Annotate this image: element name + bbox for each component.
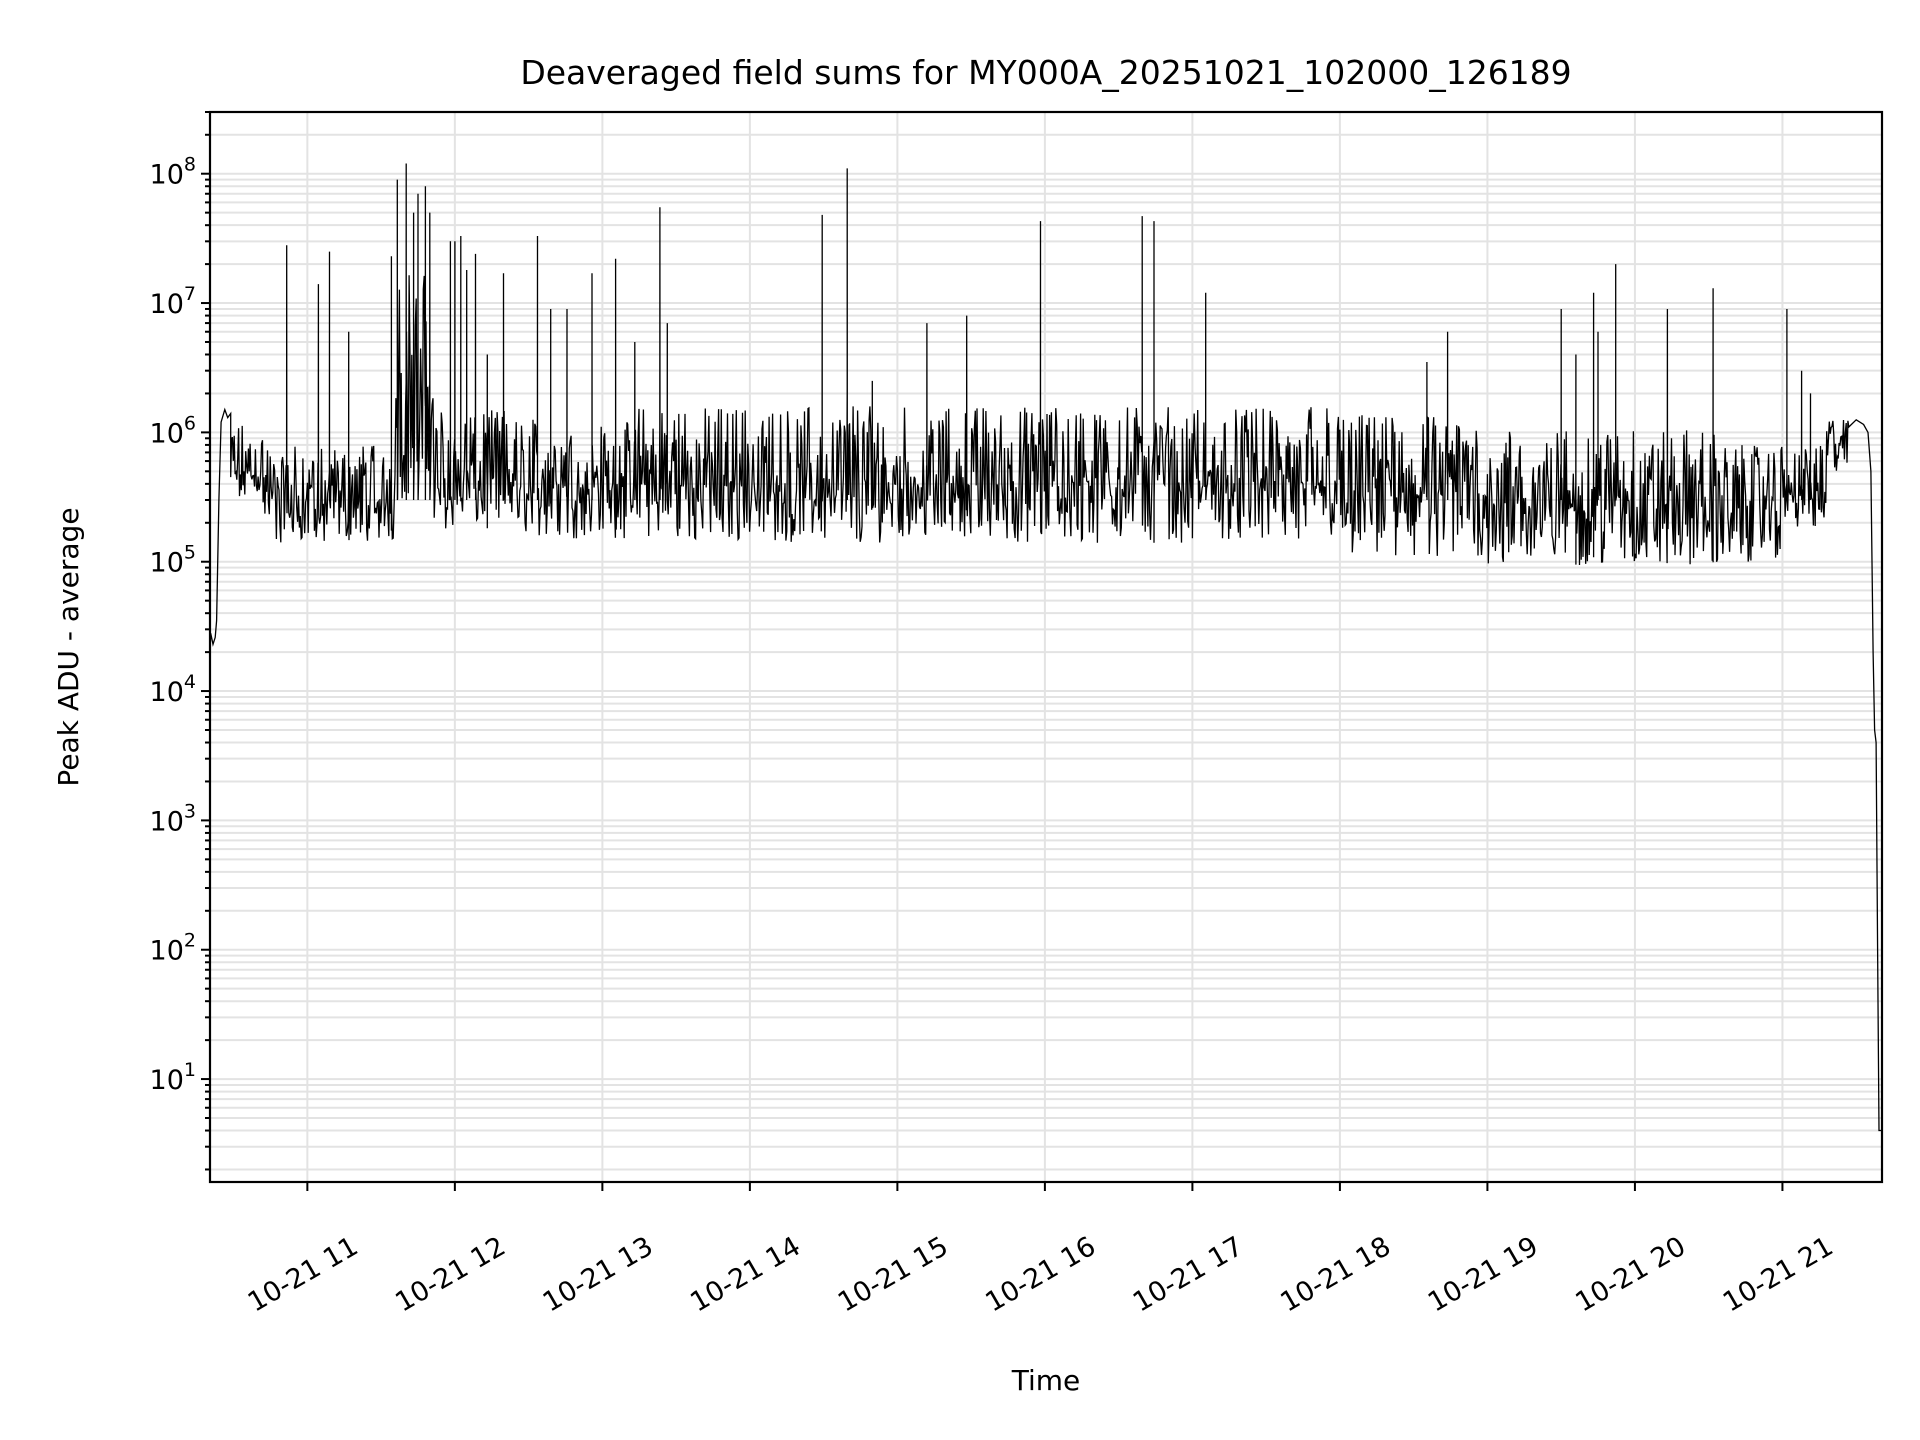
y-tick-base: 10 bbox=[150, 806, 184, 837]
x-tick-label: 10-21 11 bbox=[243, 1231, 364, 1319]
axes-frame bbox=[208, 110, 1884, 1184]
y-tick-exponent: 4 bbox=[184, 671, 196, 693]
y-tick-exponent: 6 bbox=[184, 412, 196, 434]
y-tick-exponent: 1 bbox=[184, 1059, 196, 1081]
y-tick-base: 10 bbox=[150, 677, 184, 708]
y-tick-base: 10 bbox=[150, 160, 184, 191]
y-tick-label: 101 bbox=[150, 1059, 196, 1096]
x-tick-label: 10-21 12 bbox=[390, 1231, 511, 1319]
y-tick-exponent: 7 bbox=[184, 283, 196, 305]
plot-area bbox=[209, 163, 1882, 1132]
x-tick-label: 10-21 15 bbox=[833, 1231, 954, 1319]
chart-title: Deaveraged field sums for MY000A_2025102… bbox=[520, 53, 1571, 92]
x-tick-label: 10-21 17 bbox=[1128, 1231, 1249, 1319]
y-tick-label: 103 bbox=[150, 800, 196, 837]
series-line bbox=[209, 163, 1882, 1132]
y-tick-base: 10 bbox=[150, 548, 184, 579]
y-tick-label: 107 bbox=[150, 283, 196, 320]
x-tick-label: 10-21 14 bbox=[685, 1231, 806, 1319]
y-tick-label: 105 bbox=[150, 542, 196, 579]
y-tick-base: 10 bbox=[150, 1065, 184, 1096]
y-axis-label: Peak ADU - average bbox=[52, 507, 85, 786]
y-tick-exponent: 8 bbox=[184, 154, 196, 176]
x-tick-label: 10-21 16 bbox=[980, 1231, 1101, 1319]
y-tick-exponent: 5 bbox=[184, 542, 196, 564]
y-tick-base: 10 bbox=[150, 289, 184, 320]
x-axis-label: Time bbox=[1011, 1364, 1081, 1397]
x-tick-label: 10-21 18 bbox=[1275, 1231, 1396, 1319]
y-tick-exponent: 2 bbox=[184, 930, 196, 952]
y-tick-label: 108 bbox=[150, 154, 196, 191]
y-tick-label: 104 bbox=[150, 671, 196, 708]
y-tick-label: 106 bbox=[150, 412, 196, 449]
x-tick-label: 10-21 13 bbox=[538, 1231, 659, 1319]
y-tick-label: 102 bbox=[150, 930, 196, 967]
grid bbox=[210, 111, 1882, 1182]
x-tick-label: 10-21 20 bbox=[1570, 1231, 1691, 1319]
x-tick-label: 10-21 19 bbox=[1423, 1231, 1544, 1319]
y-tick-base: 10 bbox=[150, 418, 184, 449]
x-tick-label: 10-21 21 bbox=[1718, 1231, 1839, 1319]
y-tick-base: 10 bbox=[150, 936, 184, 967]
y-tick-exponent: 3 bbox=[184, 800, 196, 822]
